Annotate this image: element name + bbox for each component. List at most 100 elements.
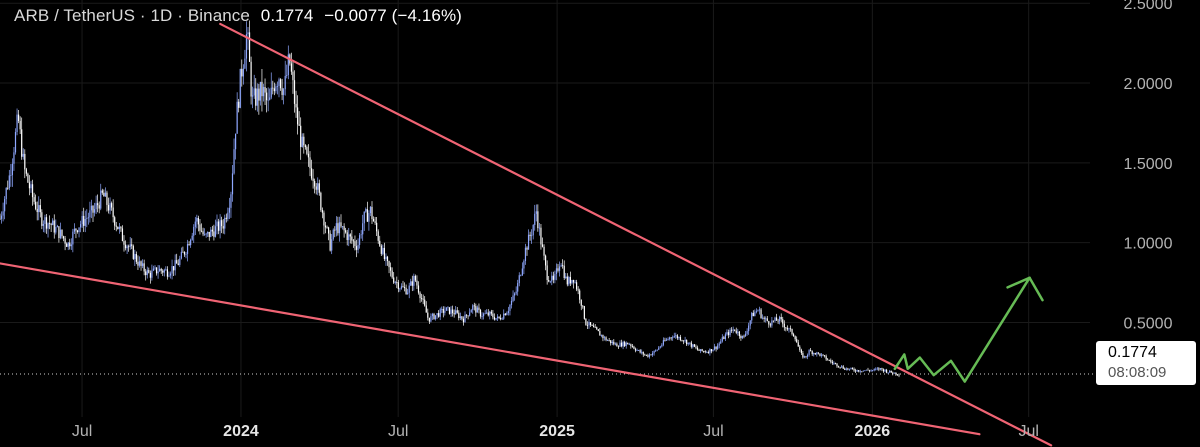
candle-body [876, 368, 878, 370]
candle-body [700, 349, 702, 352]
candle-body [489, 311, 491, 316]
candle-body [124, 244, 127, 249]
candle-body [140, 261, 142, 266]
last-price: 0.1774 [260, 6, 314, 25]
candle-body [383, 247, 385, 260]
candle-body [667, 339, 669, 340]
candle-body [886, 369, 888, 373]
candle-body [8, 175, 10, 189]
time-axis[interactable]: Jul 2024 Jul 2025 Jul 2026 Jul [72, 423, 1039, 440]
candle-body [100, 190, 102, 209]
candle-body [180, 251, 182, 259]
candle-body [222, 226, 224, 229]
candle-body [112, 207, 114, 218]
candle-body [500, 317, 502, 320]
candle-body [576, 282, 578, 290]
candle-body [816, 352, 818, 355]
candle-body [794, 336, 796, 340]
candle-body [875, 368, 877, 370]
candle-body [851, 367, 854, 370]
candle-body [61, 229, 63, 237]
candle-body [785, 327, 787, 329]
candle-body [379, 240, 381, 246]
candle-body [278, 79, 280, 87]
candle-body [442, 308, 444, 313]
candle-body [431, 313, 434, 317]
price-candles [0, 20, 900, 378]
candle-body [128, 246, 130, 248]
x-tick-label: 2025 [539, 423, 575, 440]
candle-body [84, 218, 86, 226]
candle-body [157, 271, 159, 274]
candle-body [362, 223, 364, 235]
candle-body [740, 336, 742, 339]
candle-body [427, 312, 429, 318]
candle-body [345, 230, 347, 233]
candle-body [732, 329, 734, 331]
candle-body [789, 328, 792, 330]
candle-body [407, 292, 409, 295]
candle-body [97, 203, 99, 206]
candle-body [669, 337, 671, 340]
candle-body [430, 316, 432, 322]
candle-body [444, 310, 446, 313]
candle-body [803, 356, 806, 358]
candle-body [225, 217, 227, 219]
x-tick-label: Jul [1018, 423, 1038, 440]
candle-body [678, 336, 680, 339]
candle-body [611, 341, 613, 344]
candle-body [230, 194, 232, 208]
candle-body [38, 205, 40, 213]
candle-body [788, 328, 790, 330]
candle-body [31, 184, 34, 198]
candle-body [266, 92, 268, 101]
candle-body [731, 329, 733, 331]
candle-body [273, 88, 275, 92]
candle-body [545, 255, 547, 266]
candle-body [295, 103, 297, 108]
candle-body [135, 254, 137, 262]
candle-body [696, 347, 699, 350]
candle-body [580, 299, 582, 306]
candle-body [340, 222, 342, 227]
candle-body [331, 239, 333, 251]
candle-body [548, 279, 550, 282]
candle-body [245, 34, 248, 59]
candle-body [588, 322, 590, 326]
candle-body [614, 343, 616, 345]
candle-body [338, 222, 341, 234]
candle-body [231, 173, 234, 195]
candle-body [204, 233, 206, 235]
candle-body [154, 267, 156, 269]
candle-body [371, 206, 373, 219]
candle-body [30, 184, 32, 189]
candle-body [689, 342, 691, 344]
price-axis[interactable]: 2.5000 2.0000 1.5000 1.0000 0.5000 [1124, 0, 1173, 332]
candle-body [698, 349, 700, 352]
candle-body [613, 341, 615, 345]
candle-body [834, 363, 837, 364]
candle-body [828, 360, 830, 361]
candle-body [512, 295, 514, 301]
candle-body [779, 316, 781, 322]
candle-body [690, 342, 692, 347]
candle-body [707, 351, 709, 354]
candle-body [301, 136, 303, 147]
candle-body [817, 352, 819, 354]
candle-body [242, 68, 244, 77]
candle-body [754, 312, 756, 317]
candle-body [55, 227, 57, 233]
candle-body [332, 229, 334, 240]
candle-body [241, 68, 243, 77]
candle-body [879, 368, 881, 370]
candle-body [574, 282, 576, 284]
candle-body [650, 354, 652, 356]
candle-body [478, 307, 480, 310]
candle-body [86, 218, 88, 219]
candle-body [132, 246, 134, 259]
candle-body [887, 372, 889, 374]
candle-body [514, 293, 516, 296]
candle-body [428, 317, 430, 322]
candle-body [281, 88, 283, 95]
